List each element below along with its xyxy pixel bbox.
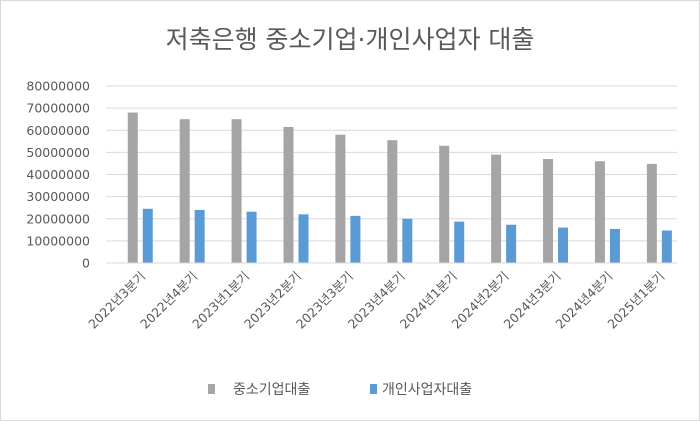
bar-series-1-1 [194, 209, 205, 263]
y-tick-label-7: 70000000 [26, 101, 90, 116]
bars [127, 112, 672, 264]
bar-series-0-1 [179, 119, 190, 263]
bar-series-1-2 [246, 211, 257, 263]
chart-title: 저축은행 중소기업·개인사업자 대출 [166, 25, 535, 54]
bar-series-0-3 [283, 126, 294, 264]
y-axis-ticks: 0 10000000 20000000 30000000 40000000 5000000… [26, 79, 90, 271]
bar-series-0-6 [439, 145, 450, 263]
legend-label-series-1: 개인사업자대출 [382, 382, 472, 398]
legend-label-series-0: 중소기업대출 [233, 382, 310, 398]
bar-series-1-9 [609, 228, 620, 263]
y-tick-label-3: 30000000 [26, 189, 90, 204]
y-tick-label-5: 50000000 [26, 145, 90, 160]
bar-series-0-5 [387, 140, 398, 263]
legend-swatch-series-0 [208, 384, 215, 394]
y-tick-label-6: 60000000 [26, 123, 90, 138]
legend-swatch-series-1 [370, 384, 377, 394]
bar-series-1-4 [350, 215, 361, 263]
y-tick-label-0: 0 [82, 256, 90, 271]
bar-series-1-10 [661, 230, 672, 263]
bar-series-0-8 [543, 159, 554, 263]
y-tick-label-2: 20000000 [26, 211, 90, 226]
bar-series-1-8 [558, 227, 569, 263]
bar-series-0-10 [646, 163, 657, 263]
bar-series-1-3 [298, 214, 309, 263]
bar-series-0-7 [491, 154, 502, 263]
y-tick-label-1: 10000000 [26, 233, 90, 248]
x-axis-ticks: 2022년3분기2022년4분기2023년1분기2023년2분기2023년3분기… [85, 262, 677, 332]
y-tick-label-4: 40000000 [26, 167, 90, 182]
bar-series-1-7 [506, 224, 517, 263]
bar-series-1-5 [402, 218, 413, 263]
bar-series-0-2 [231, 119, 242, 263]
bar-series-0-0 [127, 112, 138, 263]
bar-series-1-0 [142, 208, 153, 263]
y-tick-label-8: 80000000 [26, 79, 90, 94]
bar-series-1-6 [454, 221, 465, 263]
bar-series-0-9 [594, 161, 605, 263]
legend: 중소기업대출 개인사업자대출 [208, 382, 472, 398]
bar-series-0-4 [335, 134, 346, 263]
